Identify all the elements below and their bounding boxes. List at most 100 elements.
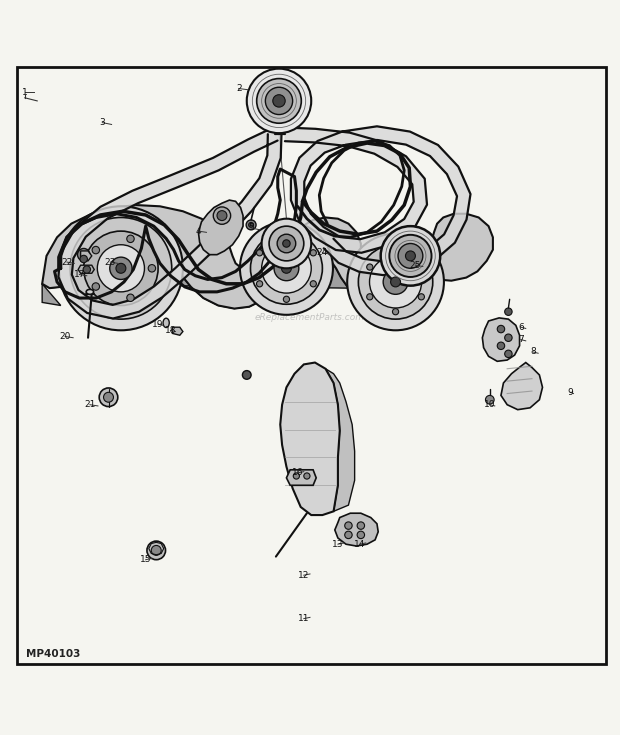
Circle shape bbox=[246, 220, 256, 230]
Circle shape bbox=[247, 68, 311, 133]
Circle shape bbox=[147, 541, 166, 559]
Circle shape bbox=[116, 263, 126, 273]
Text: 12: 12 bbox=[298, 570, 309, 580]
Polygon shape bbox=[172, 327, 183, 335]
Circle shape bbox=[273, 95, 285, 107]
Polygon shape bbox=[42, 205, 493, 309]
Polygon shape bbox=[482, 318, 520, 362]
Circle shape bbox=[497, 326, 505, 333]
Circle shape bbox=[217, 211, 227, 220]
Text: eReplacementParts.com: eReplacementParts.com bbox=[255, 313, 365, 323]
Circle shape bbox=[257, 250, 263, 256]
Text: 15: 15 bbox=[140, 555, 151, 564]
Circle shape bbox=[357, 522, 365, 529]
Circle shape bbox=[92, 246, 100, 254]
Circle shape bbox=[347, 234, 444, 330]
Circle shape bbox=[357, 531, 365, 539]
Text: 8: 8 bbox=[530, 348, 536, 356]
Text: 10: 10 bbox=[484, 400, 495, 409]
Text: 11: 11 bbox=[298, 614, 309, 623]
Circle shape bbox=[257, 281, 263, 287]
Text: 23: 23 bbox=[105, 257, 116, 267]
Text: 5: 5 bbox=[248, 223, 254, 232]
Circle shape bbox=[505, 350, 512, 358]
Circle shape bbox=[293, 473, 299, 479]
Circle shape bbox=[283, 234, 290, 240]
Text: 13: 13 bbox=[332, 539, 343, 549]
Circle shape bbox=[381, 226, 440, 286]
Polygon shape bbox=[280, 362, 340, 515]
Circle shape bbox=[257, 79, 301, 123]
Circle shape bbox=[84, 231, 158, 306]
Circle shape bbox=[281, 263, 291, 273]
Circle shape bbox=[497, 342, 505, 350]
Polygon shape bbox=[78, 265, 94, 273]
Polygon shape bbox=[198, 200, 243, 254]
Text: 2: 2 bbox=[236, 84, 242, 93]
Ellipse shape bbox=[86, 290, 94, 294]
Circle shape bbox=[249, 223, 254, 227]
Ellipse shape bbox=[163, 318, 169, 328]
Text: 17: 17 bbox=[74, 270, 85, 279]
Circle shape bbox=[310, 281, 316, 287]
Circle shape bbox=[78, 248, 90, 261]
Circle shape bbox=[277, 234, 296, 253]
Circle shape bbox=[418, 264, 425, 270]
Text: 16: 16 bbox=[292, 468, 303, 478]
Circle shape bbox=[262, 219, 311, 268]
Circle shape bbox=[418, 294, 425, 300]
Polygon shape bbox=[335, 513, 378, 546]
Circle shape bbox=[110, 257, 132, 279]
Circle shape bbox=[345, 522, 352, 529]
Circle shape bbox=[283, 240, 290, 247]
Polygon shape bbox=[285, 126, 471, 275]
Circle shape bbox=[405, 251, 415, 261]
Circle shape bbox=[250, 232, 322, 304]
Text: 19: 19 bbox=[153, 320, 164, 329]
Circle shape bbox=[392, 249, 399, 255]
Polygon shape bbox=[58, 128, 281, 318]
Polygon shape bbox=[81, 251, 92, 261]
Circle shape bbox=[213, 207, 231, 224]
Text: 3: 3 bbox=[99, 118, 105, 127]
Text: 20: 20 bbox=[60, 332, 71, 341]
Circle shape bbox=[126, 294, 134, 301]
Polygon shape bbox=[501, 362, 542, 409]
Circle shape bbox=[391, 277, 401, 287]
Circle shape bbox=[392, 309, 399, 315]
Text: 21: 21 bbox=[84, 400, 95, 409]
Circle shape bbox=[97, 245, 144, 292]
Circle shape bbox=[505, 308, 512, 315]
Circle shape bbox=[389, 234, 432, 277]
Text: 4: 4 bbox=[195, 226, 202, 236]
Circle shape bbox=[383, 270, 408, 294]
Circle shape bbox=[83, 266, 91, 273]
Circle shape bbox=[283, 296, 290, 302]
Text: 25: 25 bbox=[410, 261, 421, 270]
Circle shape bbox=[80, 255, 87, 262]
Circle shape bbox=[148, 265, 156, 272]
Circle shape bbox=[70, 218, 172, 319]
Circle shape bbox=[505, 334, 512, 342]
Circle shape bbox=[99, 388, 118, 406]
Text: 7: 7 bbox=[518, 335, 524, 344]
Text: 22: 22 bbox=[61, 257, 73, 267]
Circle shape bbox=[265, 87, 293, 115]
Circle shape bbox=[126, 235, 134, 243]
Text: 14: 14 bbox=[354, 539, 365, 549]
Circle shape bbox=[240, 222, 333, 315]
Circle shape bbox=[358, 245, 433, 319]
Circle shape bbox=[370, 256, 422, 308]
Circle shape bbox=[59, 207, 183, 330]
Circle shape bbox=[310, 250, 316, 256]
Text: 9: 9 bbox=[567, 388, 574, 397]
Text: MP40103: MP40103 bbox=[26, 649, 81, 659]
Circle shape bbox=[262, 243, 311, 293]
Polygon shape bbox=[326, 369, 355, 512]
Circle shape bbox=[304, 473, 310, 479]
Polygon shape bbox=[286, 470, 316, 485]
Text: 18: 18 bbox=[165, 326, 176, 335]
Circle shape bbox=[485, 395, 494, 404]
Circle shape bbox=[366, 294, 373, 300]
Text: 24: 24 bbox=[317, 248, 328, 257]
